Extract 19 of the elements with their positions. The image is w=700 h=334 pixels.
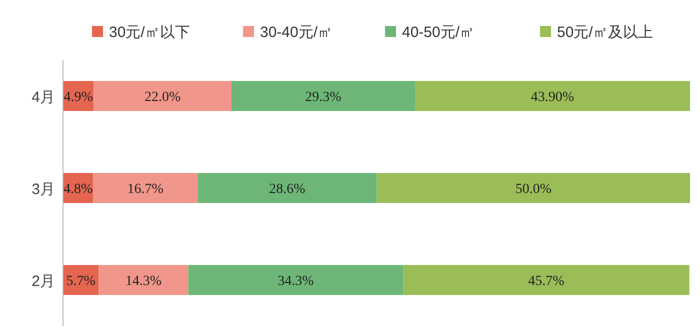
- data-label: 43.90%: [530, 90, 574, 105]
- data-label: 4.8%: [63, 182, 93, 197]
- legend-label: 30元/㎡以下: [109, 24, 190, 41]
- legend-label: 40-50元/㎡: [402, 24, 475, 41]
- data-label: 45.7%: [528, 274, 565, 289]
- data-label: 5.7%: [66, 274, 96, 289]
- data-label: 34.3%: [278, 274, 314, 289]
- data-label: 22.0%: [144, 90, 182, 105]
- data-label: 14.3%: [125, 274, 162, 289]
- legend-label: 50元/㎡及以上: [557, 24, 653, 41]
- y-tick-label: 3月: [32, 181, 55, 198]
- y-tick-label: 2月: [32, 273, 55, 290]
- data-label: 28.6%: [269, 182, 306, 197]
- data-label: 50.0%: [515, 182, 552, 197]
- data-label: 16.7%: [127, 182, 164, 197]
- data-label: 29.3%: [305, 90, 342, 105]
- y-tick-label: 4月: [32, 89, 55, 106]
- data-label: 4.9%: [64, 90, 94, 105]
- legend-label: 30-40元/㎡: [260, 24, 333, 41]
